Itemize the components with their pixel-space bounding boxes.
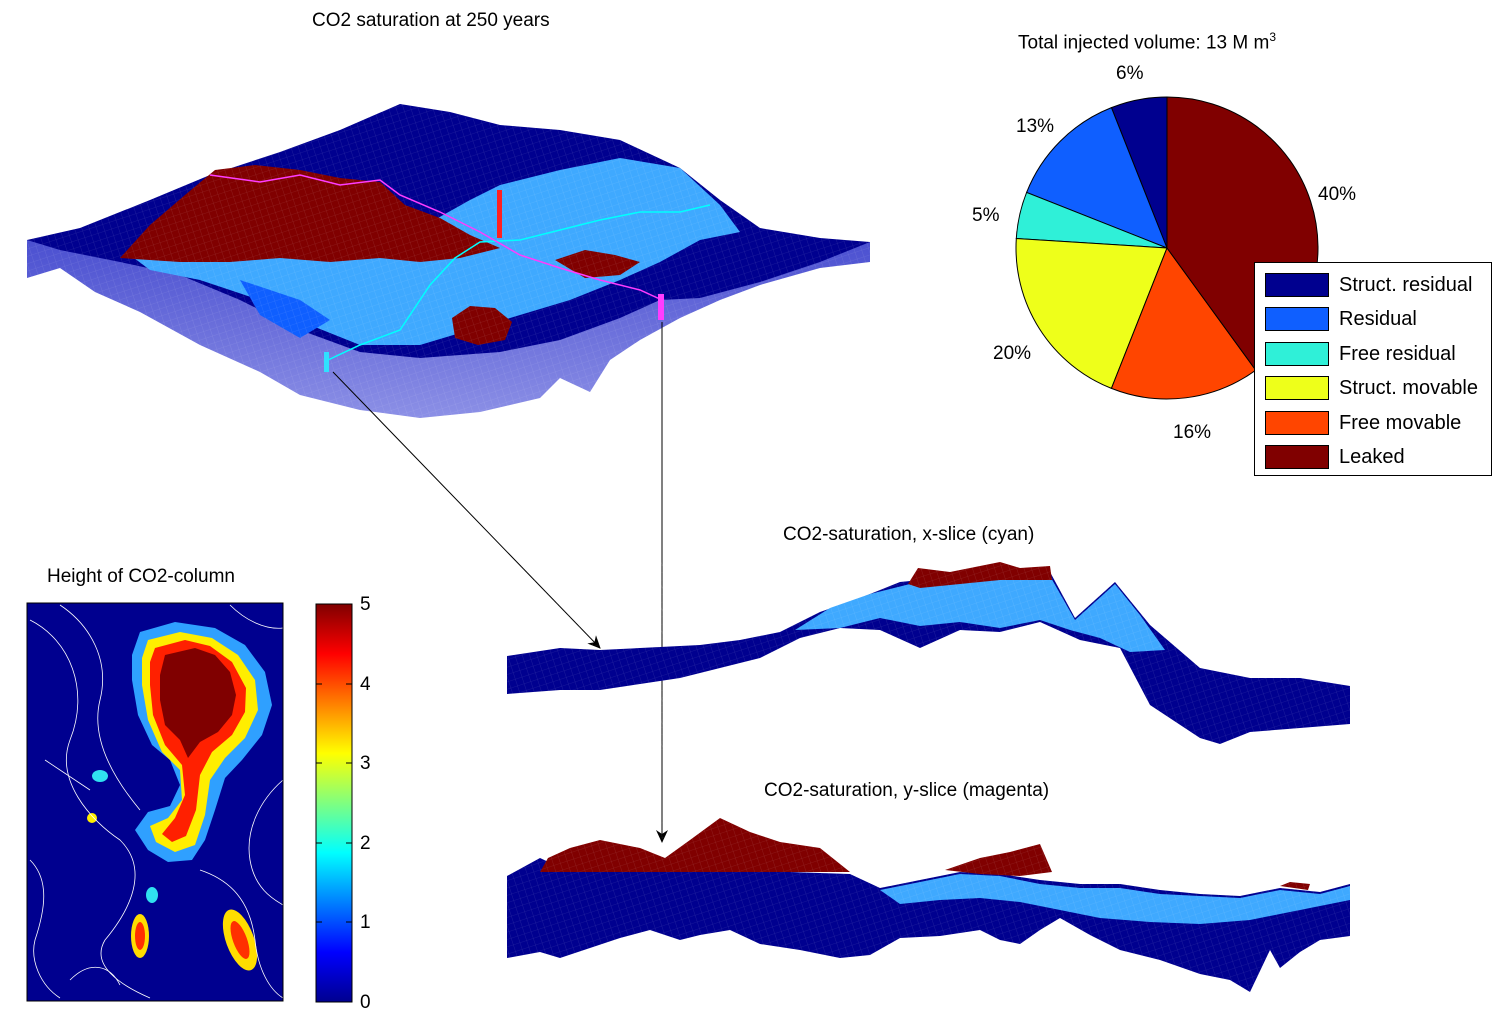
small-plume-1-core xyxy=(135,922,145,950)
pie-label-leaked: 40% xyxy=(1318,184,1357,205)
yslice-plot xyxy=(507,818,1352,998)
legend-item-struct-movable: Struct. movable xyxy=(1265,374,1478,402)
legend-swatch-leaked xyxy=(1265,445,1329,469)
legend-label-residual: Residual xyxy=(1339,307,1417,330)
column-map-frame xyxy=(26,602,284,1002)
small-plume-2-core xyxy=(230,921,250,959)
legend-item-free-movable: Free movable xyxy=(1265,409,1461,437)
xslice-plot xyxy=(507,560,1352,750)
pie-title-sup: 3 xyxy=(1269,30,1277,44)
contour-lines xyxy=(29,604,283,999)
colorbar-tick-0: 0 xyxy=(360,992,371,1013)
legend-swatch-residual xyxy=(1265,307,1329,331)
yslice-line-magenta xyxy=(209,174,663,301)
legend-label-free-movable: Free movable xyxy=(1339,411,1462,434)
legend-swatch-free-movable xyxy=(1265,411,1329,435)
pie-title: Total injected volume: 13 M m3 xyxy=(1018,30,1276,54)
pie-chart xyxy=(1015,96,1319,400)
legend-item-leaked: Leaked xyxy=(1265,443,1405,471)
yslice-title: CO2-saturation, y-slice (magenta) xyxy=(764,780,1050,801)
pie-label-free-residual: 5% xyxy=(972,205,1000,226)
colorbar xyxy=(315,603,353,1003)
legend-label-free-residual: Free residual xyxy=(1339,342,1456,365)
small-plume-4 xyxy=(92,770,108,782)
colorbar-tick-3: 3 xyxy=(360,753,371,774)
pie-label-residual: 13% xyxy=(1016,116,1055,137)
legend-label-struct-residual: Struct. residual xyxy=(1339,273,1473,296)
xslice-marker xyxy=(324,352,329,372)
pie-title-text: Total injected volume: 13 M m xyxy=(1018,32,1270,54)
colorbar-tick-2: 2 xyxy=(360,833,371,854)
legend-label-struct-movable: Struct. movable xyxy=(1339,376,1478,399)
pie-slice-struct-movable xyxy=(1015,237,1168,390)
plume-core xyxy=(160,648,236,758)
column-map xyxy=(27,603,283,1001)
pie-label-free-movable: 16% xyxy=(1173,422,1212,443)
surface-mesh xyxy=(27,100,872,420)
legend-item-residual: Residual xyxy=(1265,305,1417,333)
legend-label-leaked: Leaked xyxy=(1339,445,1405,468)
colorbar-ticks xyxy=(316,603,352,1003)
column-title: Height of CO2-column xyxy=(47,566,235,587)
legend-swatch-struct-movable xyxy=(1265,376,1329,400)
small-plume-5 xyxy=(87,813,97,823)
well-marker xyxy=(497,190,502,238)
pie-label-struct-residual: 6% xyxy=(1116,63,1144,84)
yslice-marker xyxy=(658,294,664,320)
pie-slice-free-movable xyxy=(1110,246,1257,400)
legend-swatch-struct-residual xyxy=(1265,273,1329,297)
pie-label-struct-movable: 20% xyxy=(993,343,1032,364)
legend-item-free-residual: Free residual xyxy=(1265,340,1456,368)
pie-slice-residual xyxy=(1025,106,1168,249)
legend-swatch-free-residual xyxy=(1265,342,1329,366)
legend-item-struct-residual: Struct. residual xyxy=(1265,271,1472,299)
colorbar-tick-1: 1 xyxy=(360,912,371,933)
colorbar-tick-5: 5 xyxy=(360,594,371,615)
xslice-mesh xyxy=(507,560,1352,750)
pie-legend: Struct. residual Residual Free residual … xyxy=(1254,262,1492,476)
colorbar-tick-4: 4 xyxy=(360,674,371,695)
xslice-line-cyan xyxy=(327,204,711,361)
surface-3d xyxy=(27,100,872,420)
xslice-title: CO2-saturation, x-slice (cyan) xyxy=(783,524,1035,545)
main-3d-title: CO2 saturation at 250 years xyxy=(312,10,550,31)
yslice-mesh xyxy=(507,818,1352,998)
small-plume-3 xyxy=(146,887,158,903)
